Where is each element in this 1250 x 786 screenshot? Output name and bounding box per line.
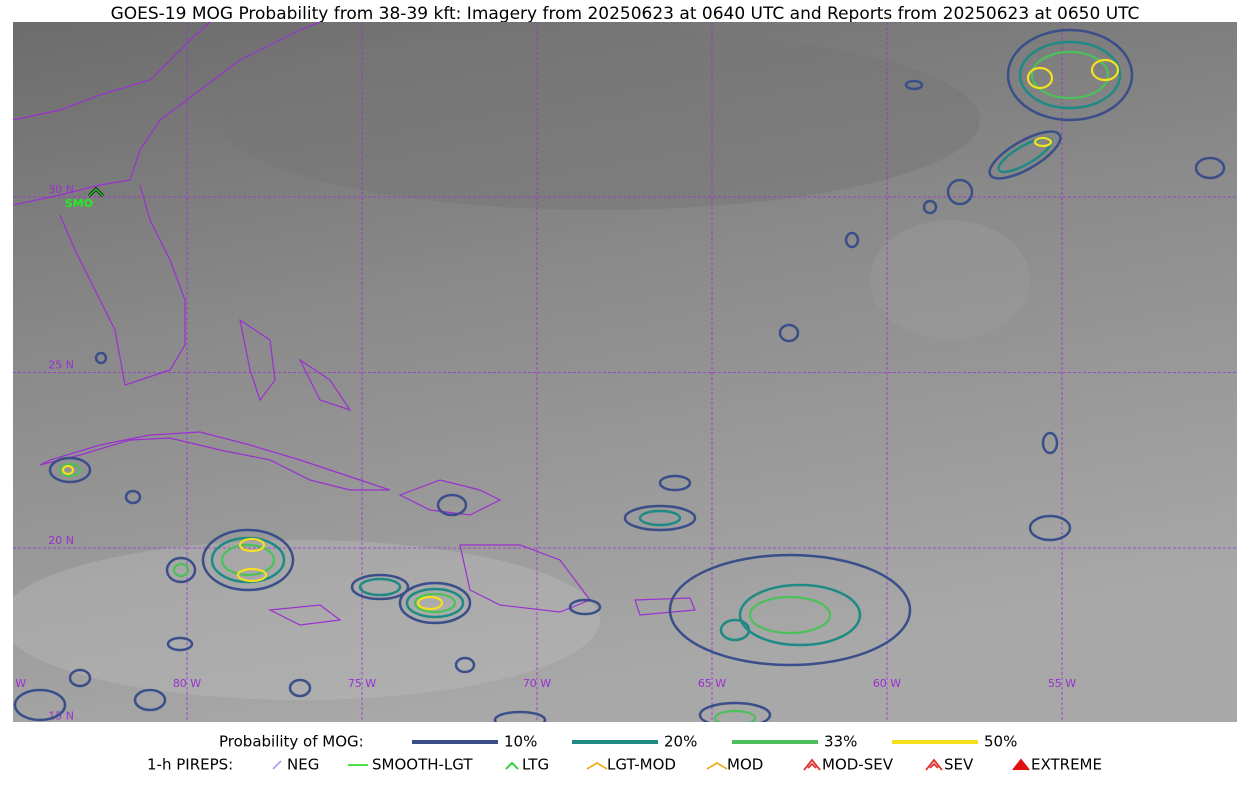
pirep-icon — [272, 760, 282, 770]
legend-label: NEG — [287, 756, 319, 774]
pirep-icon — [706, 761, 728, 770]
legend-title: 1-h PIREPS: — [147, 756, 233, 774]
lon-label: 70 W — [523, 677, 551, 690]
legend: Probability of MOG: 1-h PIREPS: 10% 20% 33… — [147, 733, 1102, 774]
pirep-label: SMO — [65, 197, 93, 210]
lon-label: 85 W — [0, 677, 26, 690]
dry-air — [220, 30, 980, 210]
legend-label: 50% — [984, 733, 1017, 751]
pirep-icon — [1012, 758, 1030, 771]
lon-label: 75 W — [348, 677, 376, 690]
lon-label: 65 W — [698, 677, 726, 690]
lat-label: 15 N — [48, 710, 74, 723]
lat-label: 30 N — [48, 183, 74, 196]
lon-label: 60 W — [873, 677, 901, 690]
legend-label: 33% — [824, 733, 857, 751]
lon-label: 55 W — [1048, 677, 1076, 690]
pirep-icon — [803, 758, 821, 771]
graticule: 85 W 80 W 75 W 70 W 65 W 60 W 55 W 30 N 25 N 20 N… — [0, 22, 1237, 723]
pirep: SMO — [65, 186, 105, 210]
legend-label: 20% — [664, 733, 697, 751]
pirep-icon — [586, 761, 608, 770]
legend-title: Probability of MOG: — [219, 733, 364, 751]
swirl — [870, 220, 1030, 340]
map: 85 W 80 W 75 W 70 W 65 W 60 W 55 W 30 N 25 N 20 N… — [0, 22, 1237, 723]
title: GOES-19 MOG Probability from 38-39 kft: … — [111, 4, 1140, 24]
legend-label: MOD-SEV — [822, 756, 894, 774]
cloud-field — [13, 540, 600, 700]
pirep-icon — [925, 758, 943, 771]
legend-label: MOD — [727, 756, 763, 774]
legend-label: LTG — [522, 756, 549, 774]
legend-label: SMOOTH-LGT — [372, 756, 473, 774]
legend-label: 10% — [504, 733, 537, 751]
legend-label: EXTREME — [1031, 756, 1102, 774]
legend-label: SEV — [944, 756, 974, 774]
mog-contours — [13, 28, 1226, 722]
pirep-icon — [505, 761, 519, 770]
lon-label: 80 W — [173, 677, 201, 690]
lat-label: 25 N — [48, 359, 74, 372]
lat-label: 20 N — [48, 534, 74, 547]
coastlines — [13, 22, 696, 626]
legend-label: LGT-MOD — [607, 756, 676, 774]
